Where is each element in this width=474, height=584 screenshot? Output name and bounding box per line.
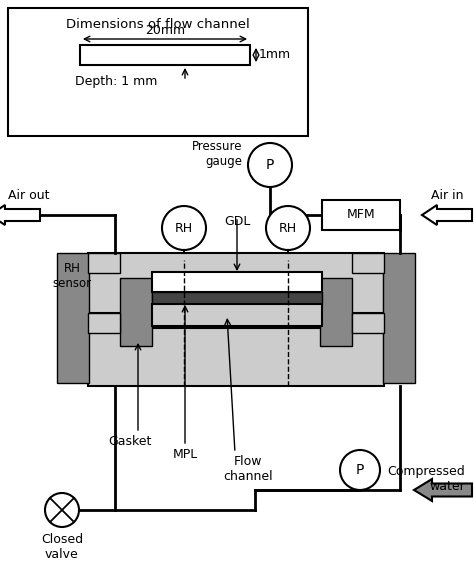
Text: RH
sensor: RH sensor (53, 262, 91, 290)
Text: 1mm: 1mm (259, 48, 291, 61)
Bar (320, 278, 352, 346)
Bar (88, 313, 120, 333)
Text: Closed
valve: Closed valve (41, 533, 83, 561)
Bar (383, 253, 415, 383)
Circle shape (248, 143, 292, 187)
Text: P: P (356, 463, 364, 477)
FancyArrow shape (0, 205, 40, 225)
Bar (322, 200, 400, 230)
Text: Air out: Air out (8, 189, 49, 202)
Text: MFM: MFM (346, 208, 375, 221)
Text: Depth: 1 mm: Depth: 1 mm (75, 75, 157, 88)
Bar (88, 253, 120, 273)
FancyArrow shape (422, 205, 472, 225)
Text: RH: RH (279, 221, 297, 235)
Text: Dimensions of flow channel: Dimensions of flow channel (66, 18, 250, 31)
Bar (120, 278, 152, 346)
Bar (352, 253, 384, 273)
Text: Air in: Air in (431, 189, 464, 202)
Text: MPL: MPL (173, 448, 198, 461)
Circle shape (266, 206, 310, 250)
Circle shape (45, 493, 79, 527)
FancyArrow shape (414, 479, 472, 501)
Bar (152, 292, 322, 304)
Bar (80, 45, 250, 65)
Text: Compressed
water: Compressed water (387, 465, 465, 493)
Bar (352, 313, 384, 333)
Bar (152, 272, 322, 292)
Text: Gasket: Gasket (109, 435, 152, 448)
Bar (152, 304, 322, 326)
Text: Flow
channel: Flow channel (223, 455, 273, 483)
Text: GDL: GDL (224, 215, 250, 228)
Circle shape (340, 450, 380, 490)
Text: P: P (266, 158, 274, 172)
Bar (57, 253, 89, 383)
Circle shape (162, 206, 206, 250)
Bar (88, 328, 384, 386)
Bar (88, 253, 384, 313)
Text: RH: RH (175, 221, 193, 235)
Bar (8, 8, 308, 136)
Text: 20mm: 20mm (145, 24, 185, 37)
Text: Pressure
gauge: Pressure gauge (191, 140, 242, 168)
